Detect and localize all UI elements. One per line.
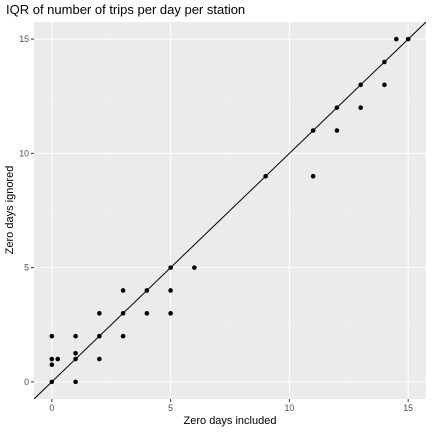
x-tick-label: 0 xyxy=(49,403,54,413)
chart-title: IQR of number of trips per day per stati… xyxy=(6,2,245,17)
data-point xyxy=(49,356,55,362)
x-axis-title: Zero days included xyxy=(184,415,277,427)
y-tick-label: 5 xyxy=(24,263,29,273)
data-point xyxy=(97,356,102,362)
data-point xyxy=(334,105,340,110)
data-point xyxy=(382,82,387,88)
x-tick-label: 5 xyxy=(168,403,173,413)
data-point xyxy=(120,288,126,293)
data-point xyxy=(168,288,173,293)
x-axis: 0 5 10 15 xyxy=(49,399,413,413)
data-point xyxy=(97,311,102,316)
y-tick-label: 15 xyxy=(19,34,29,44)
data-point xyxy=(358,105,363,110)
data-point xyxy=(394,36,399,42)
data-point xyxy=(168,265,173,270)
data-point xyxy=(49,362,55,368)
data-point xyxy=(382,59,387,65)
data-point xyxy=(49,333,55,339)
data-point xyxy=(97,333,102,339)
data-point xyxy=(310,173,316,179)
x-tick-label: 15 xyxy=(403,403,413,413)
data-point xyxy=(49,379,55,385)
data-point xyxy=(192,265,197,270)
data-point xyxy=(55,356,61,362)
data-point xyxy=(168,311,173,316)
data-point xyxy=(263,173,268,179)
data-point xyxy=(73,356,78,362)
data-point xyxy=(405,36,411,42)
x-tick-label: 10 xyxy=(284,403,294,413)
data-point xyxy=(73,379,78,385)
data-point xyxy=(310,128,316,133)
data-point xyxy=(73,333,78,339)
data-point xyxy=(358,82,363,88)
data-point xyxy=(120,333,126,339)
data-points xyxy=(49,36,411,385)
y-axis: 0 5 10 15 xyxy=(19,34,34,387)
data-point xyxy=(120,311,126,316)
y-tick-label: 10 xyxy=(19,148,29,158)
data-point xyxy=(144,288,150,293)
y-axis-title: Zero days ignored xyxy=(4,166,16,255)
data-point xyxy=(334,128,340,133)
y-tick-label: 0 xyxy=(24,377,29,387)
data-point xyxy=(144,311,150,316)
data-point xyxy=(73,351,78,356)
